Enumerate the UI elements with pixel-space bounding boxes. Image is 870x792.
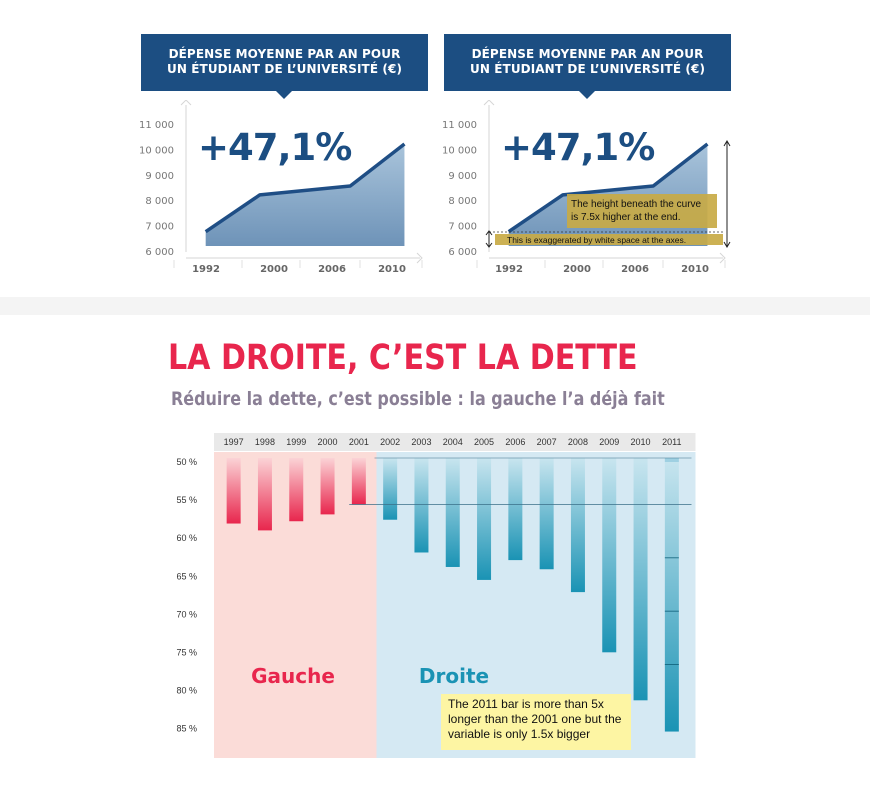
year-label: 2004	[443, 437, 463, 447]
y-tick-label: 9 000	[448, 171, 477, 182]
area-fill	[205, 144, 405, 246]
y-tick-label: 10 000	[442, 145, 477, 156]
year-label: 1997	[224, 437, 244, 447]
x-tick-label: 2006	[318, 264, 346, 275]
debt-chart-annotation-text: The 2011 bar is more than 5x longer than…	[448, 697, 622, 741]
height-arrowheads-left	[485, 230, 493, 248]
chart2-header-pointer	[579, 91, 595, 99]
chart2-header-line1: DÉPENSE MOYENNE PAR AN POUR	[471, 47, 704, 61]
year-label: 1999	[286, 437, 306, 447]
debt-chart-title: LA DROITE, C’EST LA DETTE	[168, 338, 638, 378]
droite-label: Droite	[419, 664, 489, 688]
chart2-header: DÉPENSE MOYENNE PAR AN POUR UN ÉTUDIANT …	[444, 34, 731, 91]
x-tick-label: 1992	[192, 264, 220, 275]
year-label: 2006	[505, 437, 525, 447]
debt-chart-annotation: The 2011 bar is more than 5x longer than…	[441, 694, 631, 750]
gauche-bar	[351, 458, 366, 505]
year-label: 2010	[631, 437, 651, 447]
annotation-line: is 7.5x higher at the end.	[571, 212, 681, 223]
y-tick-label: 8 000	[448, 196, 477, 207]
x-tick-label: 2010	[378, 264, 406, 275]
year-label: 2003	[411, 437, 431, 447]
droite-bar	[383, 458, 398, 520]
y-tick-label: 70 %	[176, 609, 197, 619]
gauche-bar	[320, 458, 335, 515]
x-tick-label: 1992	[495, 264, 523, 275]
y-axis-arrow	[180, 100, 192, 106]
y-tick-label: 6 000	[145, 247, 174, 258]
x-axis-arrow	[416, 252, 423, 264]
y-tick-label: 10 000	[139, 145, 174, 156]
annotation-box-1	[567, 194, 717, 228]
debt-chart-subtitle: Réduire la dette, c’est possible : la ga…	[171, 388, 665, 410]
gauche-label: Gauche	[251, 664, 335, 688]
x-tick-label: 2000	[563, 264, 591, 275]
series-line	[204, 142, 406, 234]
droite-bar	[445, 458, 460, 567]
year-label: 2000	[318, 437, 338, 447]
droite-bar	[414, 458, 429, 553]
chart1-header-pointer	[276, 91, 292, 99]
droite-bar	[602, 458, 617, 653]
y-tick-label: 55 %	[176, 495, 197, 505]
droite-bar	[508, 458, 523, 561]
droite-bar	[570, 458, 585, 593]
annotation-text-1: The height beneath the curve is 7.5x high…	[571, 199, 702, 223]
chart2-header-line2: UN ÉTUDIANT DE L’UNIVERSITÉ (€)	[469, 62, 706, 76]
x-tick-label: 2006	[621, 264, 649, 275]
y-tick-label: 11 000	[442, 120, 477, 131]
droite-bar	[477, 458, 492, 580]
droite-bar	[539, 458, 554, 570]
height-arrowheads-right	[723, 140, 731, 248]
x-tick-label: 2000	[260, 264, 288, 275]
droite-bar	[633, 458, 648, 701]
year-label: 2008	[568, 437, 588, 447]
gauche-bar	[289, 458, 304, 522]
y-tick-label: 7 000	[145, 222, 174, 233]
y-tick-label: 80 %	[176, 686, 197, 696]
year-header-strip	[214, 433, 696, 451]
annotation-text-2: This is exaggerated by white space at th…	[507, 235, 686, 245]
y-tick-label: 8 000	[145, 196, 174, 207]
chart1-header-line1: DÉPENSE MOYENNE PAR AN POUR	[168, 47, 401, 61]
y-tick-label: 6 000	[448, 247, 477, 258]
annotation-line: The height beneath the curve	[571, 199, 702, 210]
bar-2011-cap	[664, 458, 679, 462]
year-label: 2007	[537, 437, 557, 447]
y-tick-label: 75 %	[176, 648, 197, 658]
y-tick-label: 85 %	[176, 724, 197, 734]
y-tick-label: 65 %	[176, 571, 197, 581]
year-label: 2001	[349, 437, 369, 447]
gauche-bar	[226, 458, 241, 524]
year-label: 2009	[599, 437, 619, 447]
chart1-header: DÉPENSE MOYENNE PAR AN POUR UN ÉTUDIANT …	[141, 34, 428, 91]
big-percent-label: +47,1%	[198, 126, 351, 169]
year-label: 1998	[255, 437, 275, 447]
year-label: 2002	[380, 437, 400, 447]
chart1-plot: 11 000 10 000 9 000 8 000 7 000 6 000 1992 2000…	[139, 100, 423, 275]
x-axis-arrow	[719, 252, 726, 264]
chart1-header-line2: UN ÉTUDIANT DE L’UNIVERSITÉ (€)	[166, 62, 403, 76]
y-axis-arrow	[483, 100, 495, 106]
chart2-plot: 11 000 10 000 9 000 8 000 7 000 6 000 1992 2000…	[442, 100, 731, 275]
y-tick-label: 7 000	[448, 222, 477, 233]
gauche-bar	[257, 458, 272, 531]
year-label: 2011	[662, 437, 681, 447]
x-tick-label: 2010	[681, 264, 709, 275]
y-tick-label: 9 000	[145, 171, 174, 182]
y-tick-label: 50 %	[176, 457, 197, 467]
annotation-box-2	[495, 234, 723, 245]
droite-bar	[664, 458, 679, 732]
y-tick-label: 11 000	[139, 120, 174, 131]
y-tick-label: 60 %	[176, 533, 197, 543]
big-percent-label: +47,1%	[501, 126, 654, 169]
year-label: 2005	[474, 437, 494, 447]
series-line	[507, 142, 709, 234]
section-divider	[0, 297, 870, 315]
